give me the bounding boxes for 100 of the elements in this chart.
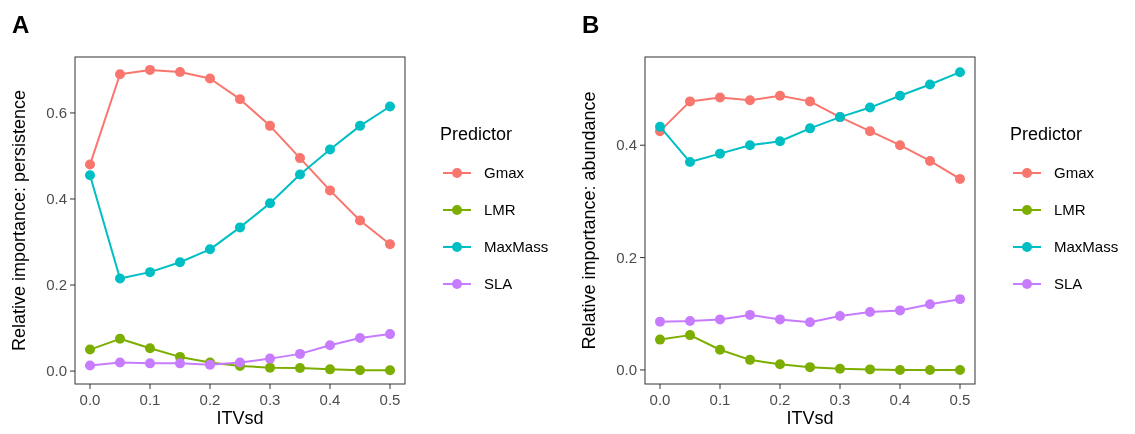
point [265,362,275,373]
y-tick-label: 0.2 [616,248,637,266]
point [745,309,755,320]
point [325,364,335,375]
point [295,348,305,359]
point [955,67,965,78]
point [265,198,275,209]
y-axis-title: Relative importance: abundance [579,91,599,350]
point [715,344,725,355]
point [145,358,155,369]
point [805,317,815,328]
legend-label: Gmax [1054,164,1095,181]
point [85,170,95,181]
point [955,364,965,375]
point [685,96,695,107]
point [895,305,905,316]
x-tick-label: 0.0 [79,391,101,408]
chart-title: B [582,11,600,38]
point [865,126,875,137]
point [325,340,335,351]
point [925,299,935,310]
x-tick-label: 0.3 [259,391,281,408]
legend-title: Predictor [1010,124,1083,144]
point [355,365,365,376]
point [775,90,785,101]
legend-label: MaxMass [484,238,549,255]
point [325,185,335,196]
y-tick-label: 0.2 [46,276,67,294]
y-axis-title: Relative importance: persistence [9,89,29,352]
point [715,314,725,325]
point [265,120,275,131]
legend-label: Gmax [484,164,525,181]
x-axis-title: ITVsd [216,408,264,428]
point [865,102,875,113]
point [85,344,95,355]
chart-title: A [12,11,30,38]
point [385,101,395,112]
point [145,267,155,278]
y-tick-label: 0.0 [46,362,67,380]
point [85,360,95,371]
point [775,359,785,370]
point [385,365,395,376]
x-tick-label: 0.4 [319,391,341,408]
point [835,363,845,374]
point [295,169,305,180]
point [925,364,935,375]
x-axis-title: ITVsd [786,408,834,428]
x-tick-label: 0.3 [829,391,851,408]
point [235,94,245,105]
legend-title: Predictor [440,124,513,144]
point [385,239,395,250]
point [775,136,785,147]
point [325,144,335,155]
x-tick-label: 0.5 [379,391,401,408]
point [145,343,155,354]
point [385,329,395,340]
y-tick-label: 0.0 [616,360,637,378]
point [895,90,905,101]
point [955,173,965,184]
point [655,334,665,345]
point [685,330,695,341]
point [145,64,155,75]
x-tick-label: 0.4 [889,391,911,408]
point [745,140,755,151]
point [175,67,185,78]
point [115,273,125,284]
x-tick-label: 0.5 [949,391,971,408]
point [355,120,365,131]
x-tick-label: 0.1 [139,391,161,408]
point [265,353,275,364]
point [115,357,125,368]
legend-label: MaxMass [1054,238,1119,255]
point [865,307,875,318]
point [295,363,305,374]
legend-label: LMR [1054,201,1086,218]
point [115,333,125,344]
point [295,153,305,164]
point [805,96,815,107]
x-tick-label: 0.0 [649,391,671,408]
point [205,73,215,84]
x-tick-label: 0.1 [709,391,731,408]
point [775,314,785,325]
y-tick-label: 0.4 [616,136,637,154]
x-tick-label: 0.2 [199,391,221,408]
point [895,364,905,375]
point [175,257,185,268]
point [925,79,935,90]
point [235,222,245,233]
point [745,95,755,106]
y-tick-label: 0.4 [46,189,67,207]
point [85,159,95,170]
point [685,316,695,327]
legend-label: SLA [484,275,513,292]
point [955,294,965,305]
point [895,140,905,151]
point [925,155,935,166]
point [715,92,725,103]
point [715,148,725,159]
point [805,123,815,134]
point [835,311,845,322]
